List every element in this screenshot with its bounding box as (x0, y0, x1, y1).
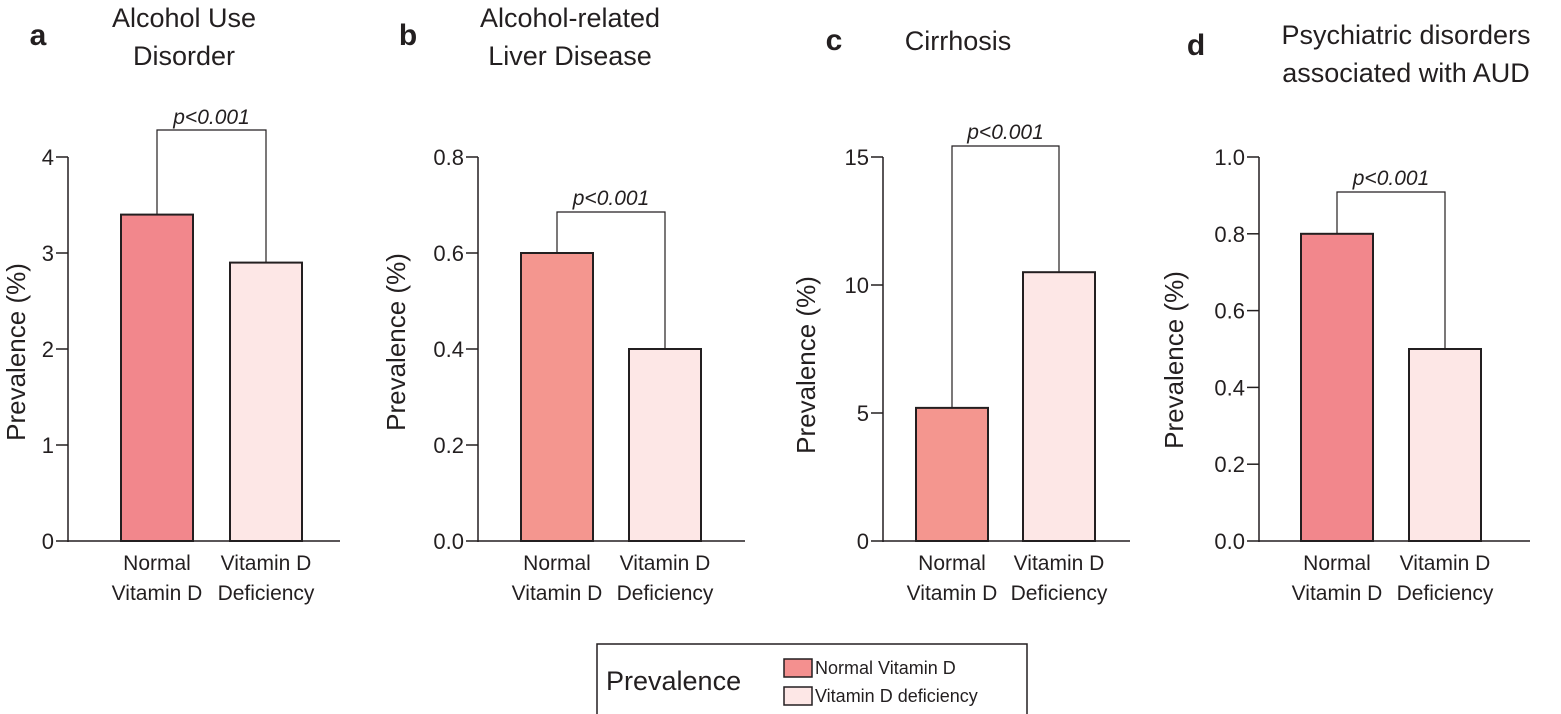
panel-title: Alcohol Use (112, 3, 256, 33)
significance-label: p<0.001 (572, 187, 650, 210)
x-category-label: Normal (523, 552, 591, 575)
significance-bracket (156, 129, 267, 263)
x-category-label: Deficiency (1397, 582, 1494, 605)
panel-title: Psychiatric disorders (1281, 20, 1530, 50)
panel-title: Disorder (133, 41, 235, 71)
x-category-label: Vitamin D (512, 582, 603, 605)
y-tick-label: 4 (42, 145, 54, 170)
significance-bracket (1336, 191, 1446, 349)
significance-label: p<0.001 (966, 121, 1044, 144)
legend-label-normal: Normal Vitamin D (815, 658, 956, 678)
bar-vitamin-d-deficiency (229, 261, 303, 542)
x-category-label: Vitamin D (907, 582, 998, 605)
x-category-label: Vitamin D (221, 552, 312, 575)
panel-letter: c (826, 24, 843, 57)
y-tick-label: 0.8 (1214, 222, 1245, 247)
significance-label: p<0.001 (172, 106, 250, 129)
bar-vitamin-d-deficiency (1022, 271, 1096, 542)
bar-normal-vitamin-d (915, 406, 989, 542)
bar-normal-vitamin-d (1300, 232, 1374, 543)
y-axis-label: Prevalence (%) (381, 253, 411, 431)
y-tick-label: 1.0 (1214, 145, 1245, 170)
panel-letter: a (30, 19, 47, 52)
x-category-label: Vitamin D (112, 582, 203, 605)
legend-swatch-normal (783, 658, 813, 678)
y-axis-label: Prevalence (%) (791, 276, 821, 454)
bar-normal-vitamin-d (120, 213, 194, 542)
x-category-label: Deficiency (218, 582, 315, 605)
y-axis-label: Prevalence (%) (1, 263, 31, 441)
x-category-label: Normal (123, 552, 191, 575)
y-tick-label: 3 (42, 241, 54, 266)
panel-letter: d (1187, 29, 1205, 62)
panels: a Alcohol Use Disorder Prevalence (%) 0 1 2 3 4 N… (1, 3, 1531, 605)
x-category-label: Vitamin D (1014, 552, 1105, 575)
panel-title: associated with AUD (1282, 58, 1530, 88)
panel-title: Cirrhosis (905, 26, 1012, 56)
y-tick-label: 0.4 (433, 337, 464, 362)
legend: Prevalence Normal Vitamin D Vitamin D de… (596, 643, 1028, 714)
x-category-label: Vitamin D (1400, 552, 1491, 575)
y-tick-label: 0.2 (433, 433, 464, 458)
x-category-label: Deficiency (1011, 582, 1108, 605)
y-tick-label: 0.0 (433, 529, 464, 554)
y-tick-label: 0.6 (433, 241, 464, 266)
bar-normal-vitamin-d (520, 252, 594, 542)
bar-vitamin-d-deficiency (1408, 348, 1482, 542)
bar-vitamin-d-deficiency (628, 348, 702, 542)
panel-letter: b (399, 19, 417, 52)
panel-title: Liver Disease (488, 41, 652, 71)
panel-b: b Alcohol-related Liver Disease Prevalence … (381, 3, 745, 605)
x-category-label: Deficiency (617, 582, 714, 605)
y-tick-label: 0.2 (1214, 452, 1245, 477)
legend-swatch-deficiency (783, 686, 813, 706)
significance-bracket (951, 145, 1060, 408)
y-axis-label: Prevalence (%) (1159, 271, 1189, 449)
panel-c: c Cirrhosis Prevalence (%) 0 5 10 15 Normal Vita… (791, 24, 1130, 605)
y-tick-label: 0 (857, 529, 869, 554)
y-tick-label: 5 (857, 401, 869, 426)
y-tick-label: 2 (42, 337, 54, 362)
significance-label: p<0.001 (1352, 167, 1430, 190)
significance-bracket (556, 211, 666, 349)
y-tick-label: 0 (42, 529, 54, 554)
legend-label-deficiency: Vitamin D deficiency (815, 686, 978, 706)
x-category-label: Vitamin D (1292, 582, 1383, 605)
legend-title: Prevalence (606, 666, 741, 696)
y-tick-label: 0.6 (1214, 299, 1245, 324)
y-tick-label: 15 (845, 145, 869, 170)
y-tick-label: 1 (42, 433, 54, 458)
panel-d: d Psychiatric disorders associated with AU… (1159, 20, 1531, 605)
y-tick-label: 0.0 (1214, 529, 1245, 554)
panel-a: a Alcohol Use Disorder Prevalence (%) 0 1 2 3 4 N… (1, 3, 340, 605)
y-tick-label: 10 (845, 273, 869, 298)
y-tick-label: 0.4 (1214, 375, 1245, 400)
panel-title: Alcohol-related (480, 3, 660, 33)
x-category-label: Vitamin D (620, 552, 711, 575)
x-category-label: Normal (1303, 552, 1371, 575)
y-tick-label: 0.8 (433, 145, 464, 170)
x-category-label: Normal (918, 552, 986, 575)
